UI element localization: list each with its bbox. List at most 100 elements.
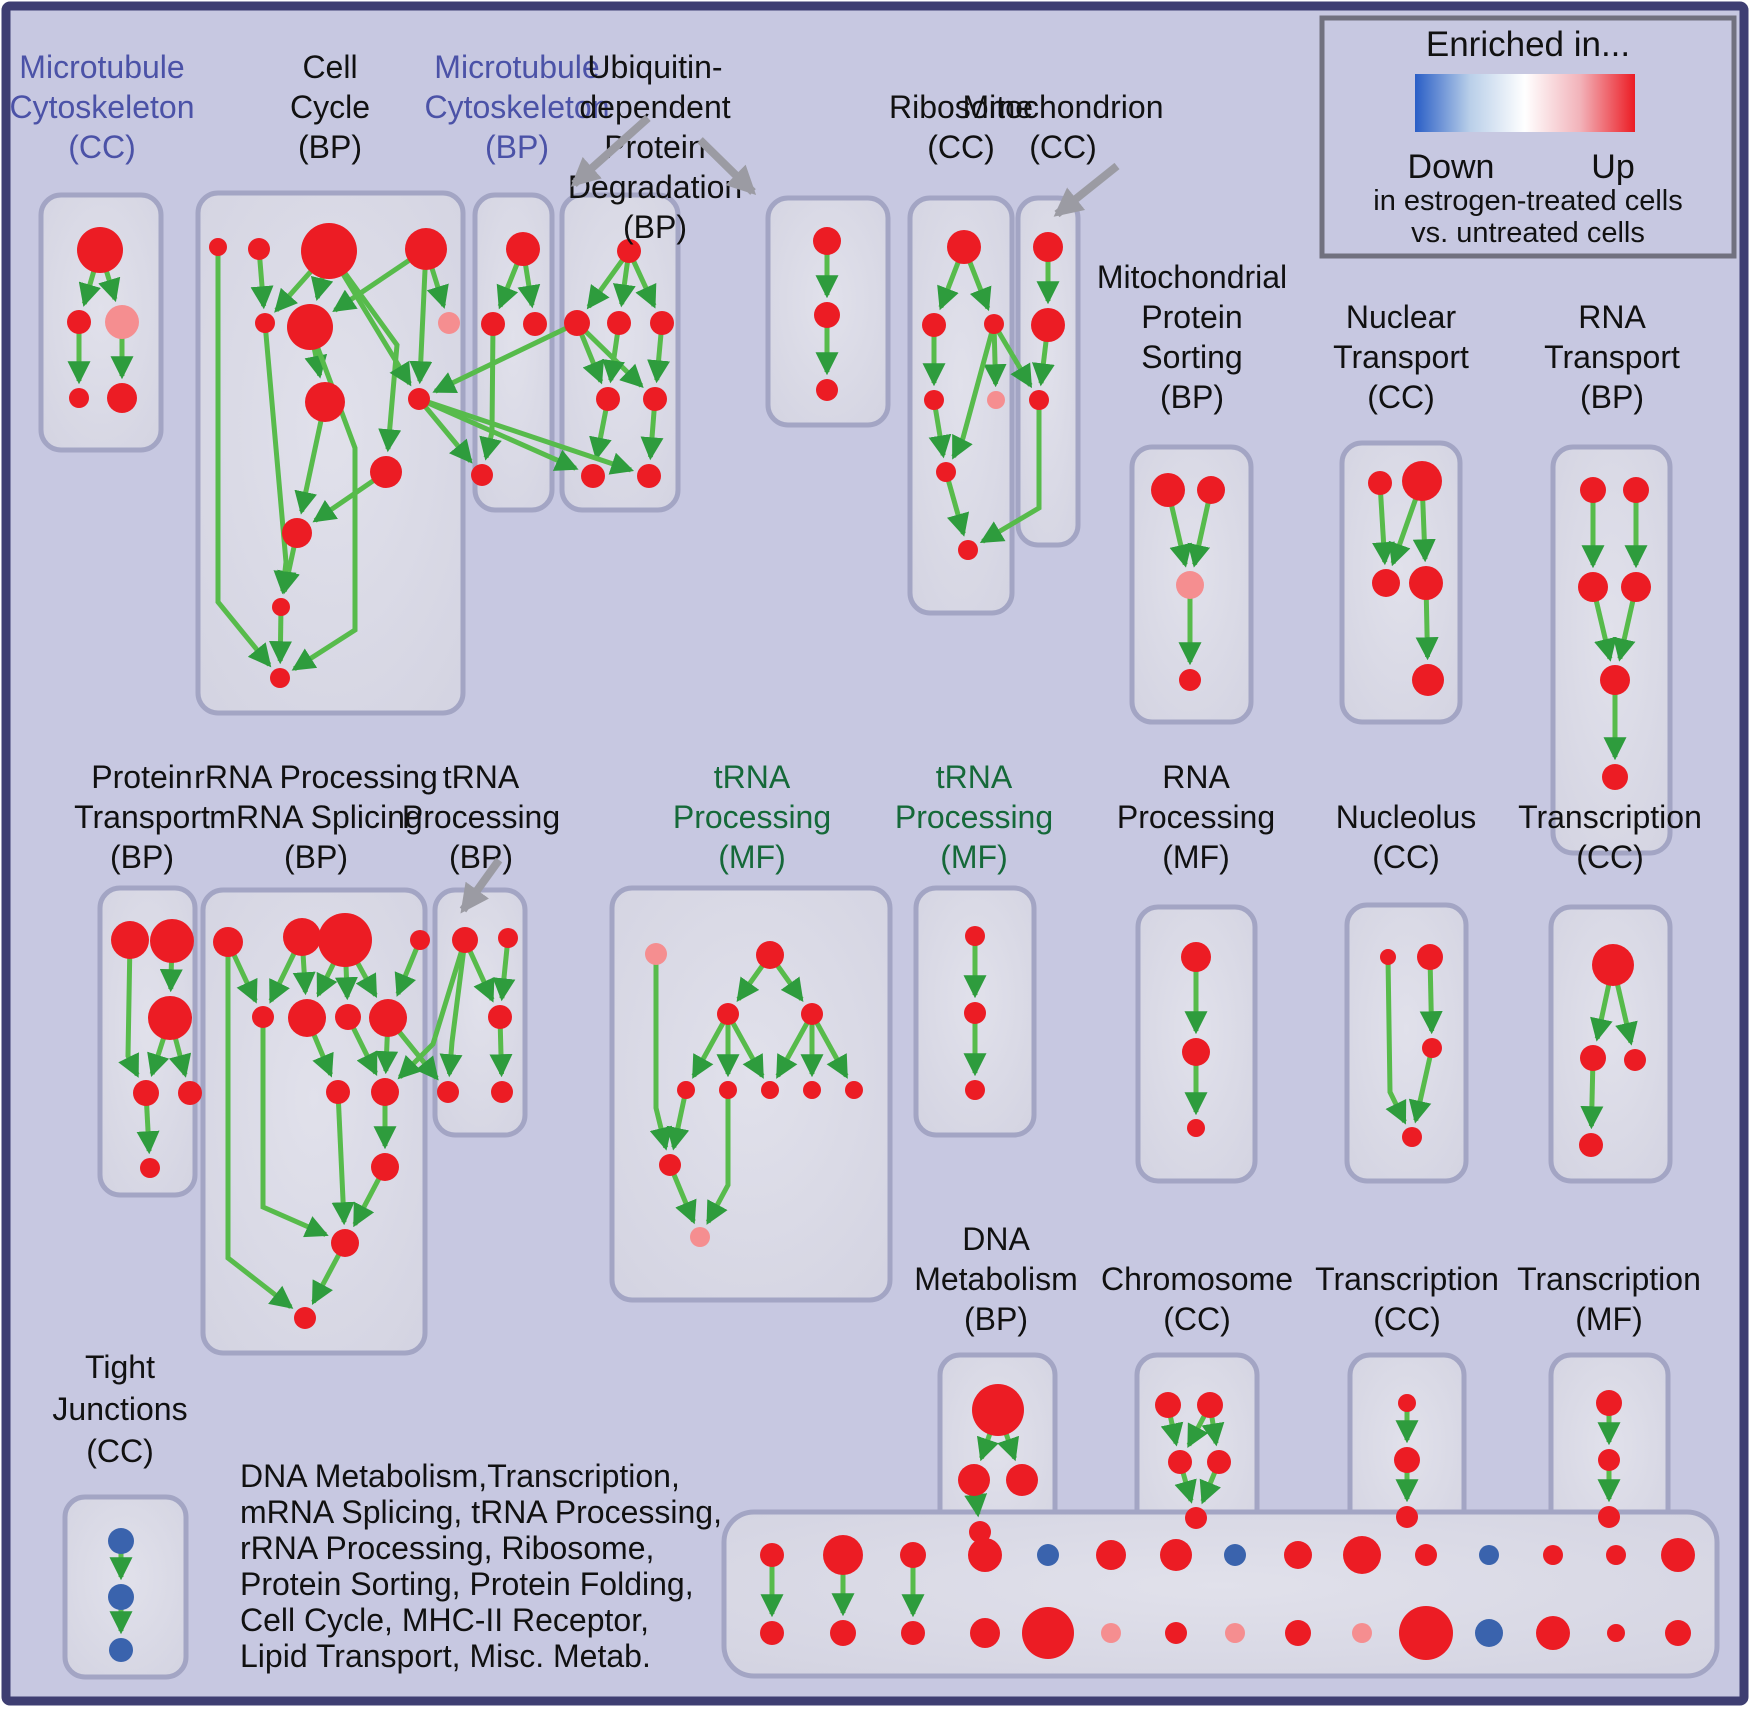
summary-top-node-7 [1224,1544,1246,1566]
mcc-node-0 [77,227,123,273]
ch-node-3 [1207,1450,1231,1474]
summary-top-node-12 [1543,1545,1563,1565]
tm2-node-1 [964,1002,986,1024]
summary-bottom-node-5 [1101,1623,1121,1643]
legend-down-label: Down [1408,148,1495,186]
t3-label: Transcription (CC) [1315,1261,1499,1337]
nt-node-2 [1372,569,1400,597]
t3-node-1 [1394,1447,1420,1473]
rib-label: Ribosome (CC) [889,89,1033,165]
pointer-arrow-icon-2 [1053,162,1120,218]
tj-node-0 [108,1528,134,1554]
tm1-label: tRNA Processing (MF) [673,759,831,875]
summary-top-node-10 [1415,1544,1437,1566]
summary-top-node-2 [900,1542,926,1568]
mcc-node-4 [107,383,137,413]
rt-box [1550,444,1673,856]
rt-node-0 [1580,477,1606,503]
nu-node-3 [1402,1127,1422,1147]
rr-node-7 [369,999,407,1037]
rr-node-10 [371,1153,399,1181]
t4-node-1 [1598,1449,1620,1471]
rr-node-12 [294,1307,316,1329]
mcc-node-2 [105,305,139,339]
ch-node-4 [1185,1507,1207,1529]
pointer-arrow-icon-3 [459,857,503,914]
layer-nodes [67,223,1695,1662]
rr-node-0 [213,927,243,957]
tm1-node-1 [756,941,784,969]
edge-rib.5-rib.6 [943,471,970,537]
pointer-arrow-icon-1 [697,137,757,196]
summary-top-node-6 [1160,1539,1192,1571]
edge-tm1.3-tm1.8 [809,1012,849,1079]
legend-gradient-bar [1415,74,1635,132]
cc-node-3 [405,228,447,270]
tb-node-1 [498,928,518,948]
mcc-label: Microtubule Cytoskeleton (CC) [10,49,195,165]
edge-tb.0-tb.3 [439,939,468,1078]
summary-bottom-node-10 [1399,1606,1453,1660]
tc-node-3 [1579,1133,1603,1157]
nu-box [1344,902,1469,1184]
summary-bottom-node-8 [1285,1620,1311,1646]
mit-node-0 [1033,232,1063,262]
mps-node-3 [1179,669,1201,691]
summary-bottom-node-1 [830,1620,856,1646]
tc-label: Transcription (CC) [1518,799,1702,875]
u2-node-1 [814,302,840,328]
edge-cc.8-u1.7 [418,396,635,475]
edge-rr.4-rr.11 [260,1017,329,1238]
edge-cc.4-cc.11 [262,322,297,595]
cc-node-0 [209,238,227,256]
tc-node-2 [1624,1049,1646,1071]
tm1-node-5 [719,1081,737,1099]
edge-rr.0-rr.12 [225,942,294,1309]
tc-node-1 [1580,1045,1606,1071]
summary-top-node-5 [1096,1540,1126,1570]
pt-node-0 [111,921,149,959]
summary-bottom-node-4 [1022,1607,1074,1659]
edge-cc.11-cc.12 [269,606,293,665]
rp-label: RNA Processing (MF) [1117,759,1275,875]
edge-cc.3-cc.8 [409,248,433,385]
summary-bottom-node-14 [1665,1620,1691,1646]
cc-node-1 [248,238,270,260]
rib-node-3 [924,390,944,410]
edge-tb.0-rr.9 [397,939,468,1080]
cc-node-6 [438,312,460,334]
legend-title: Enriched in... [1426,25,1630,64]
mit-label: Mitochondrion (CC) [963,89,1164,165]
edge-u1.1-u1.5 [575,321,644,388]
rp-node-2 [1187,1119,1205,1137]
summary-bottom-node-13 [1607,1624,1625,1642]
nt-node-4 [1412,664,1444,696]
summary-top-node-8 [1284,1541,1312,1569]
dm-node-2 [1006,1464,1038,1496]
u1-node-1 [564,310,590,336]
legend-up-label: Up [1591,148,1634,186]
pt-node-3 [133,1080,159,1106]
cc-node-7 [305,382,345,422]
layer-labels: Microtubule Cytoskeleton (CC) Cell Cycle (BP)… [10,15,1737,1674]
rr-node-5 [288,999,326,1037]
edge-rr.8-rr.11 [331,1091,355,1226]
edge-cc.8-u1.6 [417,396,579,471]
summary-top-node-11 [1479,1545,1499,1565]
pt-label: Protein Transport (BP) [74,759,210,875]
nu-node-1 [1417,944,1443,970]
ch-node-0 [1155,1392,1181,1418]
tm1-node-8 [845,1081,863,1099]
legend-subtitle-1: in estrogen-treated cells [1373,185,1683,217]
cc-node-4 [255,313,275,333]
mbp-node-1 [481,312,505,336]
cc-node-9 [370,456,402,488]
mit-node-1 [1031,308,1065,342]
ch-label: Chromosome (CC) [1101,1261,1293,1337]
u1-node-6 [581,464,605,488]
tm1-node-9 [659,1154,681,1176]
t3-node-2 [1396,1506,1418,1528]
tj-node-2 [109,1638,133,1662]
summary-top-node-14 [1661,1538,1695,1572]
